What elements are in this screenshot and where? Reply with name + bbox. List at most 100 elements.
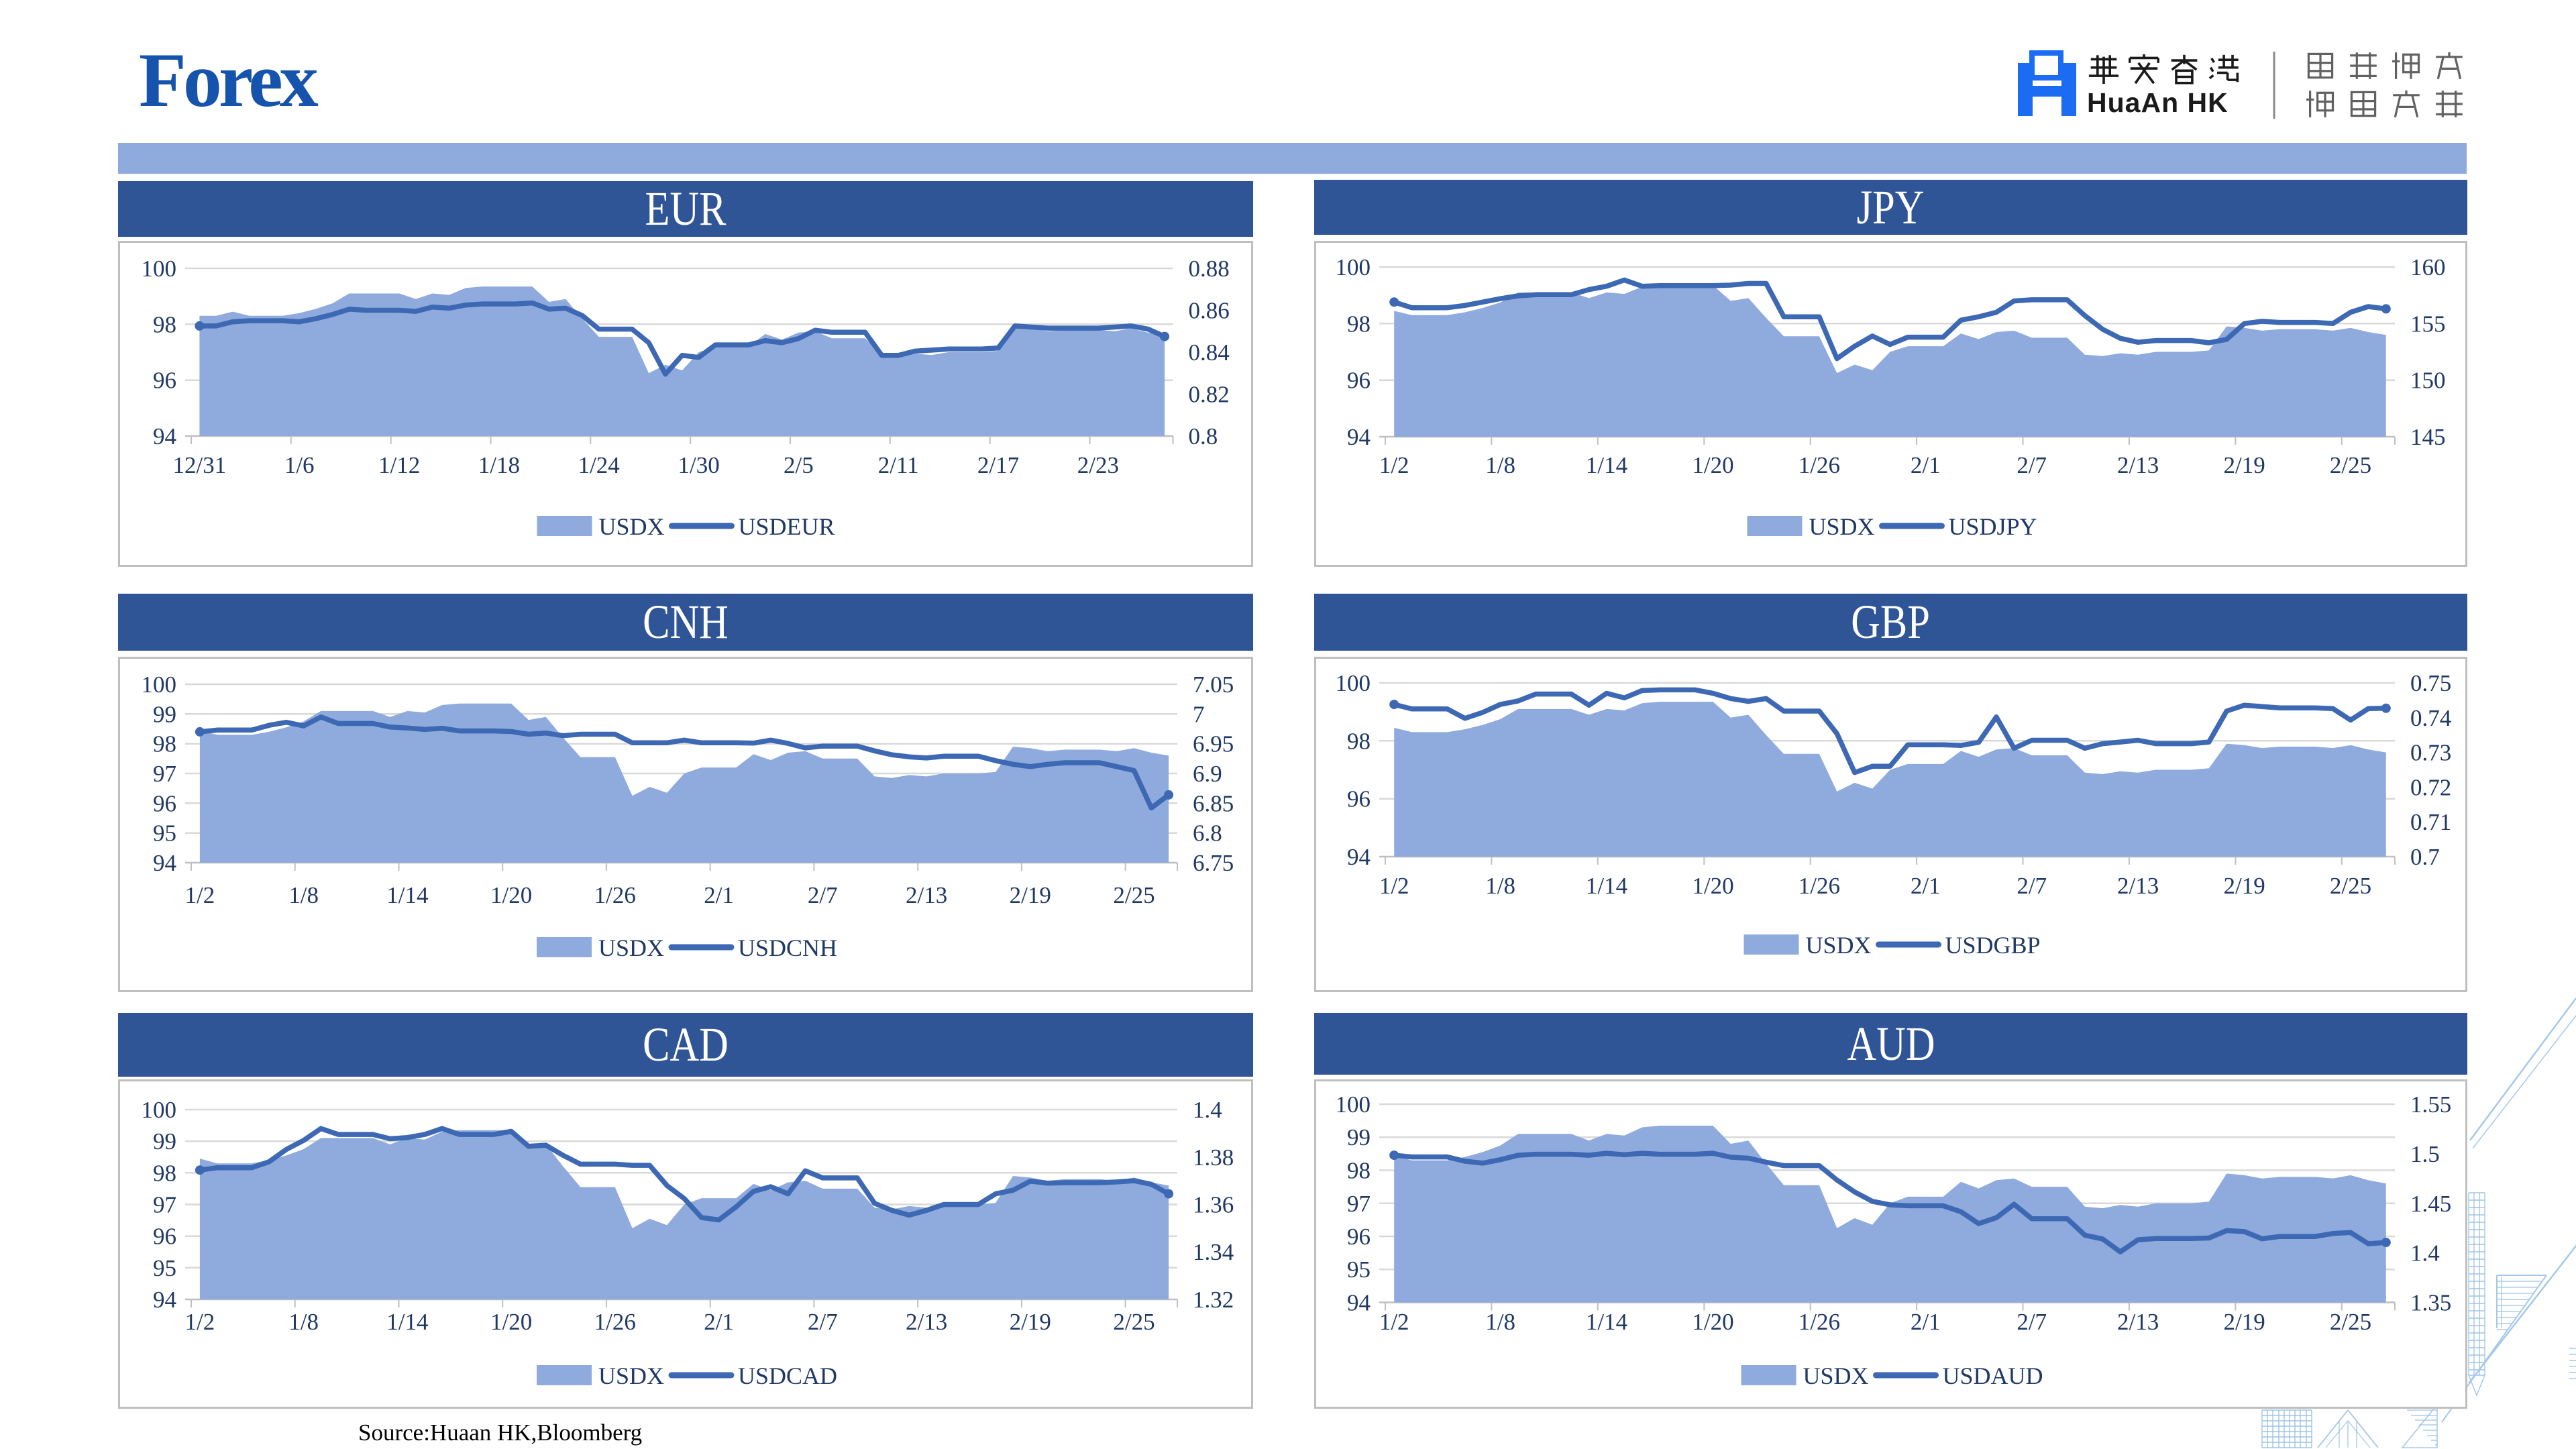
svg-text:0.75: 0.75: [2410, 670, 2451, 696]
svg-text:1.35: 1.35: [2410, 1290, 2451, 1316]
svg-text:1/26: 1/26: [594, 1309, 636, 1335]
svg-text:99: 99: [153, 701, 176, 727]
svg-text:2/1: 2/1: [704, 1309, 734, 1335]
svg-text:1.32: 1.32: [1193, 1287, 1234, 1313]
svg-text:1/14: 1/14: [386, 1309, 428, 1335]
svg-text:1/14: 1/14: [1586, 1309, 1627, 1335]
svg-text:96: 96: [1347, 368, 1371, 394]
svg-text:96: 96: [153, 368, 176, 394]
svg-text:96: 96: [153, 1224, 176, 1250]
svg-text:160: 160: [2410, 254, 2446, 280]
svg-text:2/5: 2/5: [784, 452, 814, 478]
svg-text:1/2: 1/2: [1379, 452, 1409, 478]
svg-text:2/7: 2/7: [2017, 873, 2047, 899]
svg-text:2/7: 2/7: [808, 882, 838, 908]
svg-text:1/8: 1/8: [1485, 873, 1515, 899]
svg-text:98: 98: [1347, 1158, 1371, 1184]
svg-text:1/26: 1/26: [1799, 452, 1840, 478]
svg-text:1/18: 1/18: [478, 452, 520, 478]
svg-text:2/7: 2/7: [808, 1309, 838, 1335]
svg-text:145: 145: [2410, 424, 2446, 450]
svg-text:2/1: 2/1: [1911, 873, 1941, 899]
svg-text:95: 95: [153, 1255, 176, 1281]
svg-text:2/1: 2/1: [1911, 452, 1941, 478]
svg-text:2/1: 2/1: [704, 882, 734, 908]
svg-text:1/12: 1/12: [378, 452, 420, 478]
svg-text:12/31: 12/31: [173, 452, 227, 478]
svg-text:2/7: 2/7: [2017, 1309, 2047, 1335]
svg-text:2/19: 2/19: [1010, 1309, 1051, 1335]
svg-text:1/26: 1/26: [594, 882, 636, 908]
svg-text:USDX: USDX: [1809, 513, 1875, 540]
svg-text:2/13: 2/13: [906, 1309, 947, 1335]
svg-text:USDAUD: USDAUD: [1943, 1362, 2043, 1389]
svg-text:1/20: 1/20: [1692, 452, 1733, 478]
svg-text:94: 94: [153, 850, 176, 876]
svg-text:1/20: 1/20: [1692, 1309, 1733, 1335]
svg-text:1.38: 1.38: [1193, 1144, 1234, 1171]
svg-text:2/7: 2/7: [2017, 452, 2047, 478]
svg-text:100: 100: [1336, 670, 1371, 696]
svg-text:USDX: USDX: [1806, 932, 1872, 959]
svg-text:95: 95: [153, 820, 176, 847]
svg-text:0.71: 0.71: [2410, 809, 2451, 835]
svg-text:100: 100: [142, 672, 177, 698]
svg-text:1.4: 1.4: [2410, 1240, 2440, 1267]
svg-text:94: 94: [1347, 1290, 1371, 1316]
svg-text:2/25: 2/25: [2330, 452, 2371, 478]
svg-text:7.05: 7.05: [1193, 672, 1234, 698]
svg-text:HuaAn HK: HuaAn HK: [2087, 87, 2229, 118]
svg-text:1/20: 1/20: [490, 882, 532, 908]
svg-text:1/14: 1/14: [386, 882, 428, 908]
svg-text:1.36: 1.36: [1193, 1192, 1234, 1218]
svg-text:6.9: 6.9: [1193, 761, 1222, 787]
svg-text:1/26: 1/26: [1799, 873, 1840, 899]
svg-text:USDGBP: USDGBP: [1945, 932, 2041, 959]
svg-text:0.88: 0.88: [1189, 256, 1230, 282]
svg-text:100: 100: [142, 1097, 177, 1123]
svg-text:2/17: 2/17: [977, 452, 1019, 478]
svg-text:USDX: USDX: [1803, 1362, 1869, 1389]
svg-text:1/8: 1/8: [288, 1309, 319, 1335]
svg-text:2/25: 2/25: [2330, 873, 2371, 899]
svg-text:0.86: 0.86: [1189, 298, 1230, 324]
svg-text:1.55: 1.55: [2410, 1091, 2451, 1118]
svg-text:96: 96: [1347, 1224, 1371, 1250]
svg-text:98: 98: [1347, 311, 1371, 337]
svg-text:USDX: USDX: [598, 1362, 664, 1389]
svg-text:0.74: 0.74: [2410, 705, 2451, 731]
svg-text:94: 94: [1347, 844, 1371, 870]
svg-text:6.85: 6.85: [1193, 790, 1234, 816]
svg-text:1/2: 1/2: [1379, 873, 1409, 899]
svg-text:6.95: 6.95: [1193, 731, 1234, 757]
svg-text:7: 7: [1193, 701, 1205, 727]
svg-text:1/8: 1/8: [288, 882, 319, 908]
svg-text:99: 99: [1347, 1124, 1371, 1150]
svg-text:1/14: 1/14: [1586, 452, 1627, 478]
svg-text:96: 96: [1347, 786, 1371, 812]
svg-text:1/20: 1/20: [1692, 873, 1733, 899]
svg-text:2/23: 2/23: [1077, 452, 1119, 478]
svg-text:155: 155: [2410, 311, 2446, 337]
svg-text:6.75: 6.75: [1193, 850, 1234, 876]
svg-text:2/13: 2/13: [2117, 1309, 2159, 1335]
svg-text:1/8: 1/8: [1485, 452, 1515, 478]
svg-text:1/6: 1/6: [284, 452, 315, 478]
svg-text:96: 96: [153, 790, 176, 816]
svg-text:1/20: 1/20: [490, 1309, 532, 1335]
svg-text:98: 98: [1347, 728, 1371, 754]
svg-text:0.72: 0.72: [2410, 774, 2451, 800]
svg-text:2/25: 2/25: [1113, 882, 1155, 908]
svg-text:USDJPY: USDJPY: [1949, 513, 2037, 540]
svg-text:98: 98: [153, 731, 176, 757]
svg-text:100: 100: [142, 256, 177, 282]
svg-text:95: 95: [1347, 1256, 1371, 1283]
svg-text:100: 100: [1336, 1091, 1371, 1118]
svg-text:2/25: 2/25: [1113, 1309, 1155, 1335]
svg-text:94: 94: [153, 1287, 176, 1313]
svg-text:94: 94: [1347, 424, 1371, 450]
svg-text:USDX: USDX: [599, 513, 665, 540]
svg-text:94: 94: [153, 423, 176, 449]
svg-text:1/26: 1/26: [1799, 1309, 1840, 1335]
svg-text:99: 99: [153, 1128, 176, 1155]
